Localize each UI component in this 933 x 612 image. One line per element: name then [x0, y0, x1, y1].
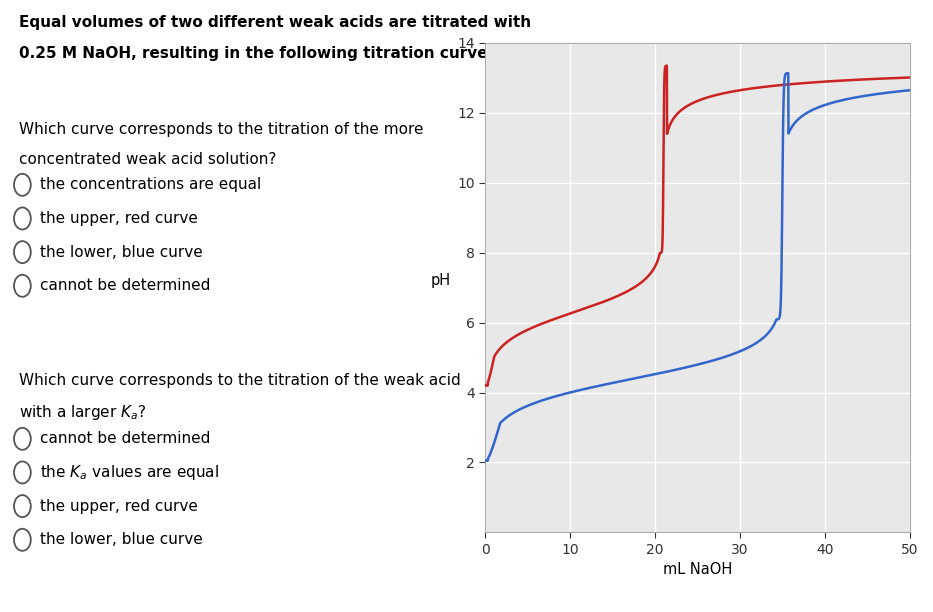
Text: cannot be determined: cannot be determined [39, 278, 210, 293]
X-axis label: mL NaOH: mL NaOH [662, 562, 732, 577]
Text: cannot be determined: cannot be determined [39, 431, 210, 446]
Text: Which curve corresponds to the titration of the weak acid: Which curve corresponds to the titration… [19, 373, 460, 389]
Text: the lower, blue curve: the lower, blue curve [39, 532, 202, 547]
Text: the concentrations are equal: the concentrations are equal [39, 177, 261, 192]
Text: the lower, blue curve: the lower, blue curve [39, 245, 202, 259]
Text: 0.25 M NaOH, resulting in the following titration curves.: 0.25 M NaOH, resulting in the following … [19, 46, 502, 61]
Text: the $K_a$ values are equal: the $K_a$ values are equal [39, 463, 218, 482]
Text: Which curve corresponds to the titration of the more: Which curve corresponds to the titration… [19, 122, 424, 138]
Y-axis label: pH: pH [430, 272, 451, 288]
Text: the upper, red curve: the upper, red curve [39, 499, 198, 513]
Text: with a larger $K_a$?: with a larger $K_a$? [19, 403, 146, 422]
Text: the upper, red curve: the upper, red curve [39, 211, 198, 226]
Text: concentrated weak acid solution?: concentrated weak acid solution? [19, 152, 276, 167]
Text: Equal volumes of two different weak acids are titrated with: Equal volumes of two different weak acid… [19, 15, 531, 31]
